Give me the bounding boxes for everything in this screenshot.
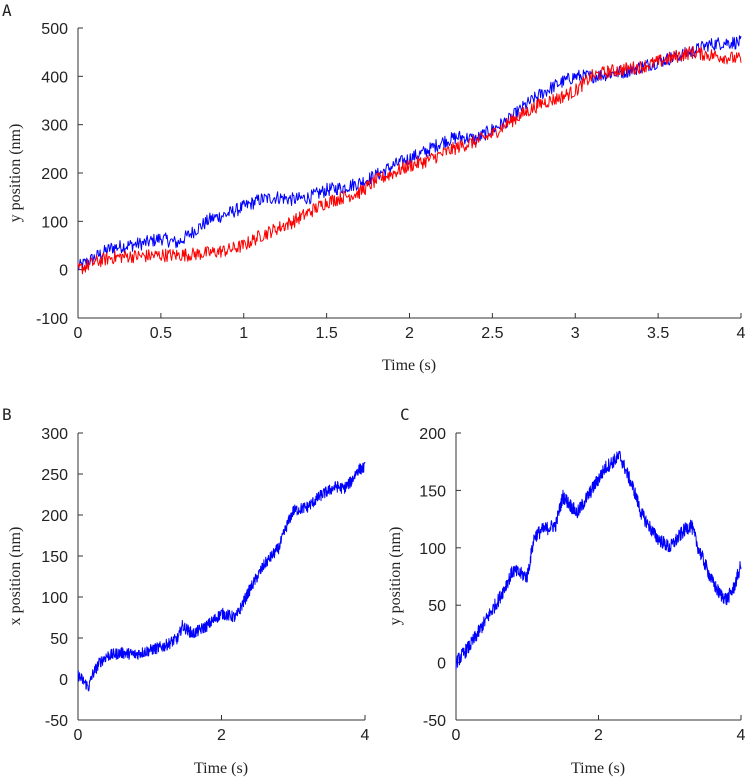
panel-a-x-tick-label: 3 bbox=[571, 325, 580, 342]
panel-b-y-tick-label: 200 bbox=[41, 508, 68, 525]
panel-c-y-tick-label: 0 bbox=[437, 656, 446, 673]
panel-b-x-tick-label: 4 bbox=[361, 727, 370, 744]
panel-c-y-tick-label: -50 bbox=[423, 713, 446, 730]
panel-a-x-tick-label: 3.5 bbox=[647, 325, 669, 342]
panel-c: C 0 2 4 -50 0 50 100 150 200 Time (s) y position… bbox=[387, 405, 746, 777]
panel-b-x-tick-label: 0 bbox=[74, 727, 83, 744]
panel-c-label: C bbox=[400, 405, 410, 424]
panel-c-x-axis-label: Time (s) bbox=[571, 760, 625, 777]
panel-a-y-axis-label: y position (nm) bbox=[7, 124, 24, 223]
panel-a-x-axis-label: Time (s) bbox=[382, 357, 436, 374]
panel-b-y-tick-label: 250 bbox=[41, 467, 68, 484]
panel-c-x-tick-label: 0 bbox=[452, 727, 461, 744]
panel-a-x-tick-label: 4 bbox=[737, 325, 746, 342]
panel-a-y-tick-label: 100 bbox=[41, 214, 68, 231]
panel-b-x-tick-label: 2 bbox=[217, 727, 226, 744]
panel-a-x-tick-label: 2.5 bbox=[481, 325, 503, 342]
panel-c-y-tick-label: 50 bbox=[428, 598, 446, 615]
panel-b-series-1-line bbox=[77, 461, 366, 692]
panel-b-x-axis-label: Time (s) bbox=[194, 760, 248, 777]
panel-a-label: A bbox=[2, 1, 12, 20]
panel-b-y-axis-label: x position (nm) bbox=[7, 527, 24, 626]
panel-c-plot-area: 0 2 4 -50 0 50 100 150 200 bbox=[419, 426, 745, 744]
panel-a-x-tick-label: 0 bbox=[74, 325, 83, 342]
panel-c-x-tick-label: 4 bbox=[737, 727, 746, 744]
panel-c-series-1-line bbox=[455, 450, 742, 670]
panel-a-y-tick-label: 400 bbox=[41, 69, 68, 86]
panel-a-x-tick-label: 0.5 bbox=[150, 325, 172, 342]
panel-b-y-tick-label: 300 bbox=[41, 426, 68, 443]
panel-c-y-tick-label: 150 bbox=[419, 483, 446, 500]
panel-b-plot-area: 0 2 4 -50 0 50 100 150 200 250 300 bbox=[41, 426, 369, 744]
panel-c-y-tick-label: 100 bbox=[419, 541, 446, 558]
panel-a-x-tick-label: 2 bbox=[405, 325, 414, 342]
panel-b-y-tick-label: -50 bbox=[45, 713, 68, 730]
panel-a-plot-area: 0 0.5 1 1.5 2 2.5 3 3.5 4 -100 0 100 200 300 400 500 bbox=[36, 21, 746, 342]
panel-b: B 0 2 4 -50 0 50 100 150 200 250 300 Time (s) x po… bbox=[2, 405, 370, 777]
panel-a-y-tick-label: 500 bbox=[41, 21, 68, 38]
panel-c-x-tick-label: 2 bbox=[594, 727, 603, 744]
panel-b-y-tick-label: 0 bbox=[59, 672, 68, 689]
panel-a-y-tick-label: -100 bbox=[36, 311, 68, 328]
panel-a-x-tick-label: 1 bbox=[239, 325, 248, 342]
panel-a-y-tick-label: 0 bbox=[59, 263, 68, 280]
panel-b-y-tick-label: 150 bbox=[41, 549, 68, 566]
panel-b-label: B bbox=[2, 405, 12, 424]
panel-a-series-2-line bbox=[77, 45, 742, 275]
panel-a: A 0 0.5 1 1.5 2 2.5 3 3.5 4-1000100200300400500 … bbox=[2, 1, 746, 374]
panel-b-y-tick-label: 100 bbox=[41, 590, 68, 607]
panel-c-y-axis-label: y position (nm) bbox=[387, 527, 404, 626]
panel-b-y-tick-label: 50 bbox=[50, 631, 68, 648]
panel-a-x-tick-label: 1.5 bbox=[316, 325, 338, 342]
panel-a-y-tick-label: 200 bbox=[41, 166, 68, 183]
panel-a-y-tick-label: 300 bbox=[41, 118, 68, 135]
panel-c-y-tick-label: 200 bbox=[419, 426, 446, 443]
